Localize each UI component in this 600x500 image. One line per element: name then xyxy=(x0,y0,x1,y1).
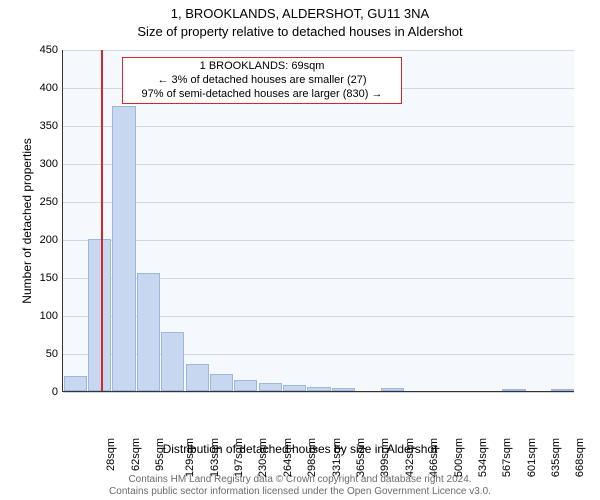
y-tick-label: 450 xyxy=(26,44,58,56)
x-tick-label: 668sqm xyxy=(575,438,587,477)
histogram-bar xyxy=(502,389,525,391)
y-tick-label: 100 xyxy=(26,310,58,322)
histogram-bar xyxy=(259,383,282,391)
x-tick-label: 62sqm xyxy=(130,438,142,471)
footer-line-2: Contains public sector information licen… xyxy=(0,486,600,498)
x-tick-label: 95sqm xyxy=(154,438,166,471)
y-tick-label: 400 xyxy=(26,82,58,94)
histogram-bar xyxy=(137,273,160,391)
x-tick-label: 567sqm xyxy=(501,438,513,477)
annotation-line-3: 97% of semi-detached houses are larger (… xyxy=(129,88,395,102)
x-tick-label: 635sqm xyxy=(550,438,562,477)
x-tick-label: 28sqm xyxy=(105,438,117,471)
y-tick-label: 50 xyxy=(26,348,58,360)
gridline xyxy=(63,392,574,393)
histogram-bar xyxy=(161,332,184,391)
gridline xyxy=(63,164,574,165)
histogram-bar xyxy=(186,364,209,391)
gridline xyxy=(63,50,574,51)
y-tick-label: 350 xyxy=(26,120,58,132)
x-tick-label: 500sqm xyxy=(453,438,465,477)
histogram-bar xyxy=(112,106,135,391)
gridline xyxy=(63,126,574,127)
histogram-bar xyxy=(307,387,330,391)
histogram-bar xyxy=(234,380,257,391)
title-line-2: Size of property relative to detached ho… xyxy=(0,24,600,39)
x-tick-label: 534sqm xyxy=(477,438,489,477)
y-axis-label: Number of detached properties xyxy=(20,121,34,321)
property-marker-line xyxy=(101,50,103,391)
histogram-bar xyxy=(88,239,111,391)
y-tick-label: 300 xyxy=(26,158,58,170)
x-tick-label: 230sqm xyxy=(258,438,270,477)
histogram-bar xyxy=(283,385,306,391)
chart-container: 1, BROOKLANDS, ALDERSHOT, GU11 3NA Size … xyxy=(0,0,600,500)
x-tick-label: 163sqm xyxy=(209,438,221,477)
x-tick-label: 466sqm xyxy=(428,438,440,477)
histogram-bar xyxy=(332,388,355,391)
annotation-box: 1 BROOKLANDS: 69sqm ← 3% of detached hou… xyxy=(122,57,402,104)
x-tick-label: 197sqm xyxy=(233,438,245,477)
x-tick-label: 432sqm xyxy=(404,438,416,477)
x-tick-label: 601sqm xyxy=(526,438,538,477)
y-tick-label: 150 xyxy=(26,272,58,284)
histogram-bar xyxy=(64,376,87,391)
x-tick-label: 399sqm xyxy=(380,438,392,477)
annotation-line-1: 1 BROOKLANDS: 69sqm xyxy=(129,60,395,74)
x-tick-label: 129sqm xyxy=(184,438,196,477)
x-tick-label: 365sqm xyxy=(355,438,367,477)
gridline xyxy=(63,202,574,203)
title-line-1: 1, BROOKLANDS, ALDERSHOT, GU11 3NA xyxy=(0,6,600,21)
x-tick-label: 264sqm xyxy=(282,438,294,477)
histogram-bar xyxy=(381,388,404,391)
annotation-line-2: ← 3% of detached houses are smaller (27) xyxy=(129,74,395,88)
y-tick-label: 250 xyxy=(26,196,58,208)
gridline xyxy=(63,240,574,241)
x-tick-label: 298sqm xyxy=(306,438,318,477)
x-tick-label: 331sqm xyxy=(331,438,343,477)
histogram-bar xyxy=(210,374,233,391)
y-tick-label: 200 xyxy=(26,234,58,246)
histogram-bar xyxy=(551,389,574,391)
y-tick-label: 0 xyxy=(26,386,58,398)
